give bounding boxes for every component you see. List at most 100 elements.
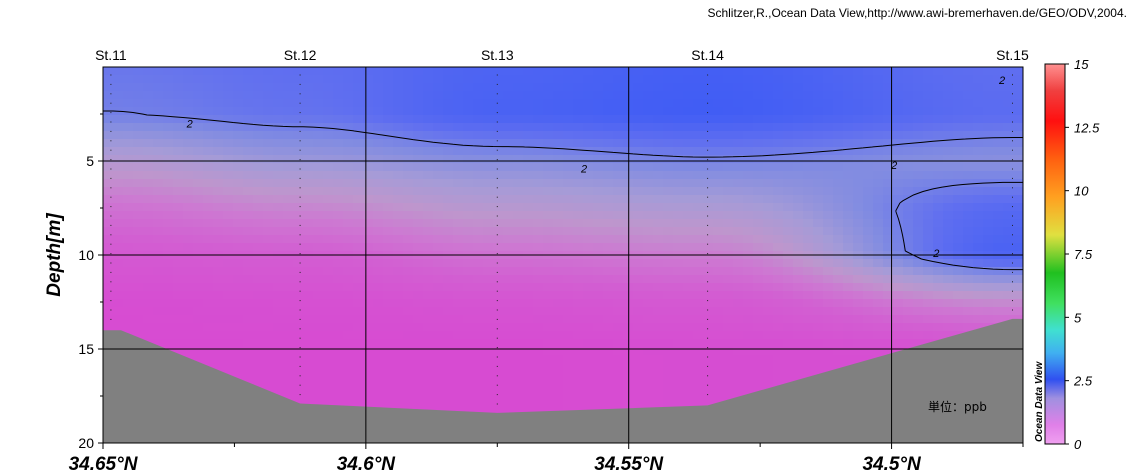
field-cell xyxy=(523,355,534,364)
field-cell xyxy=(573,163,584,172)
field-cell xyxy=(123,107,134,116)
field-cell xyxy=(723,299,734,308)
field-cell xyxy=(503,99,514,108)
field-cell xyxy=(883,331,894,340)
field-cell xyxy=(873,203,884,212)
field-cell xyxy=(233,243,244,252)
field-cell xyxy=(583,235,594,244)
field-cell xyxy=(443,315,454,324)
field-cell xyxy=(673,243,684,252)
field-cell xyxy=(213,107,224,116)
field-cell xyxy=(803,371,814,380)
field-cell xyxy=(613,67,624,76)
field-cell xyxy=(613,107,624,116)
field-cell xyxy=(983,203,994,212)
field-cell xyxy=(893,243,904,252)
field-cell xyxy=(453,67,464,76)
field-cell xyxy=(583,387,594,396)
field-cell xyxy=(213,187,224,196)
field-cell xyxy=(653,387,664,396)
field-cell xyxy=(633,131,644,140)
field-cell xyxy=(113,227,124,236)
field-cell xyxy=(933,275,944,284)
field-cell xyxy=(813,227,824,236)
field-cell xyxy=(243,331,254,340)
field-cell xyxy=(163,115,174,124)
field-cell xyxy=(203,275,214,284)
field-cell xyxy=(213,211,224,220)
field-cell xyxy=(403,203,414,212)
field-cell xyxy=(453,171,464,180)
field-cell xyxy=(213,147,224,156)
field-cell xyxy=(743,387,754,396)
field-cell xyxy=(393,235,404,244)
sample-dot xyxy=(707,159,709,161)
field-cell xyxy=(783,363,794,372)
field-cell xyxy=(473,91,484,100)
field-cell xyxy=(283,235,294,244)
field-cell xyxy=(173,299,184,308)
field-cell xyxy=(313,131,324,140)
field-cell xyxy=(843,235,854,244)
field-cell xyxy=(463,283,474,292)
field-cell xyxy=(343,267,354,276)
field-cell xyxy=(673,299,684,308)
field-cell xyxy=(543,211,554,220)
field-cell xyxy=(933,83,944,92)
field-cell xyxy=(373,259,384,268)
field-cell xyxy=(523,275,534,284)
field-cell xyxy=(893,139,904,148)
field-cell xyxy=(153,67,164,76)
field-cell xyxy=(873,163,884,172)
field-cell xyxy=(243,211,254,220)
field-cell xyxy=(923,67,934,76)
field-cell xyxy=(803,139,814,148)
contour-label: 2 xyxy=(932,248,939,260)
field-cell xyxy=(673,163,684,172)
field-cell xyxy=(1003,235,1014,244)
field-cell xyxy=(513,187,524,196)
field-cell xyxy=(753,107,764,116)
sample-dot xyxy=(496,394,498,396)
field-cell xyxy=(803,83,814,92)
field-cell xyxy=(863,307,874,316)
field-cell xyxy=(983,219,994,228)
field-cell xyxy=(823,211,834,220)
field-cell xyxy=(403,291,414,300)
field-cell xyxy=(773,339,784,348)
field-cell xyxy=(643,283,654,292)
field-cell xyxy=(923,179,934,188)
field-cell xyxy=(423,315,434,324)
field-cell xyxy=(813,259,824,268)
field-cell xyxy=(563,243,574,252)
field-cell xyxy=(433,355,444,364)
field-cell xyxy=(603,187,614,196)
field-cell xyxy=(503,299,514,308)
field-cell xyxy=(553,283,564,292)
field-cell xyxy=(553,403,564,412)
field-cell xyxy=(243,363,254,372)
field-cell xyxy=(273,163,284,172)
station-label: St.15 xyxy=(996,47,1029,63)
field-cell xyxy=(943,83,954,92)
field-cell xyxy=(393,227,404,236)
field-cell xyxy=(883,227,894,236)
field-cell xyxy=(673,379,684,388)
field-cell xyxy=(483,75,494,84)
field-cell xyxy=(753,315,764,324)
field-cell xyxy=(243,131,254,140)
field-cell xyxy=(1013,75,1023,84)
field-cell xyxy=(1013,155,1023,164)
field-cell xyxy=(373,83,384,92)
field-cell xyxy=(183,67,194,76)
field-cell xyxy=(243,315,254,324)
field-cell xyxy=(583,315,594,324)
field-cell xyxy=(843,139,854,148)
field-cell xyxy=(973,243,984,252)
field-cell xyxy=(273,331,284,340)
field-cell xyxy=(283,283,294,292)
field-cell xyxy=(803,315,814,324)
field-cell xyxy=(873,323,884,332)
field-cell xyxy=(193,339,204,348)
field-cell xyxy=(273,123,284,132)
